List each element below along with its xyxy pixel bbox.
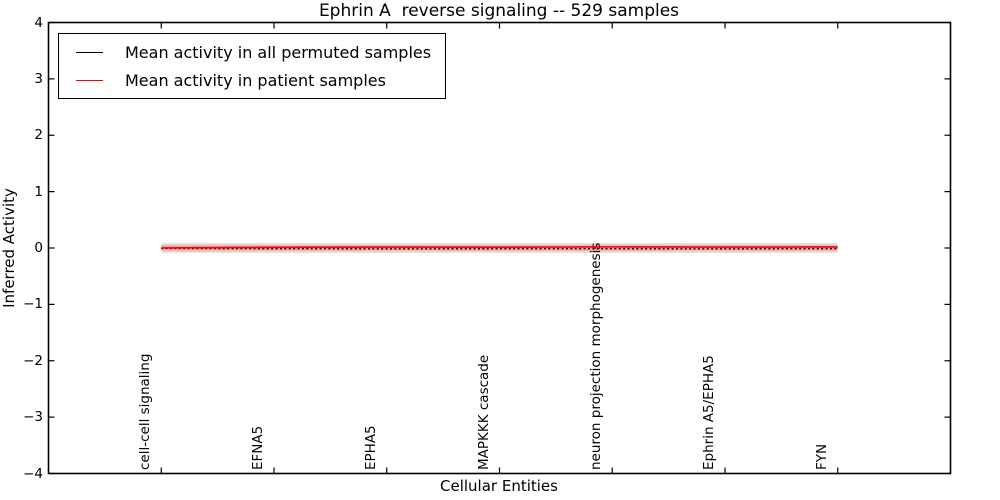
y-tick-label: 1 xyxy=(34,183,43,200)
band-2 xyxy=(161,245,838,251)
x-axis-label: Cellular Entities xyxy=(440,477,558,495)
legend-item-permuted: Mean activity in all permuted samples xyxy=(59,39,431,65)
legend: Mean activity in all permuted samples Me… xyxy=(58,33,447,99)
x-tick-label: EPHA5 xyxy=(362,425,379,470)
y-tick-label: 2 xyxy=(34,127,43,144)
chart-title: Ephrin A reverse signaling -- 529 sample… xyxy=(318,1,680,21)
legend-label: Mean activity in all permuted samples xyxy=(125,42,432,62)
y-tick-label: 0 xyxy=(34,240,43,256)
y-tick-label: 4 xyxy=(34,14,43,31)
y-tick-label: −3 xyxy=(23,409,43,426)
patient-line-sample-icon xyxy=(76,79,103,81)
x-tick-label: Ephrin A5/EPHA5 xyxy=(701,355,717,470)
x-tick-label: EFNA5 xyxy=(250,425,266,470)
x-tick-label: FYN xyxy=(813,443,830,470)
x-tick-label: cell-cell signaling xyxy=(137,353,154,470)
band-0 xyxy=(161,242,838,254)
band-1 xyxy=(161,244,838,252)
patient-mean-line xyxy=(161,246,838,249)
y-tick-label: −2 xyxy=(23,352,43,369)
x-tick-label: MAPKKK cascade xyxy=(475,354,492,470)
permuted-mean-line xyxy=(161,247,838,250)
y-tick-label: 3 xyxy=(34,70,43,87)
legend-label: Mean activity in patient samples xyxy=(125,70,386,90)
legend-item-patient: Mean activity in patient samples xyxy=(59,67,431,93)
y-tick-label: −4 xyxy=(23,465,43,482)
y-tick-label: −1 xyxy=(23,296,43,313)
x-tick-label: neuron projection morphogenesis xyxy=(588,242,605,470)
permuted-line-sample-icon xyxy=(76,51,103,53)
